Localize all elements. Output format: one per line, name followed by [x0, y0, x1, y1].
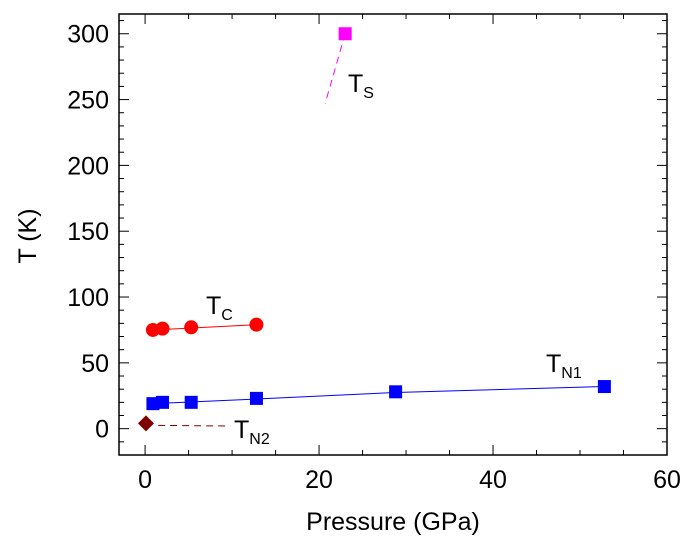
series-line-ts: [324, 33, 346, 104]
marker-ts: [338, 27, 352, 41]
marker-tc: [155, 321, 170, 336]
x-tick-label: 60: [653, 466, 681, 494]
x-tick-label: 20: [305, 466, 333, 494]
x-axis-title: Pressure (GPa): [306, 508, 480, 536]
y-axis-title: T (K): [14, 208, 42, 263]
series-label-tn2: TN2: [234, 416, 270, 448]
series-label-ts: TS: [348, 70, 374, 102]
plot-frame: [118, 13, 668, 456]
y-tick-label: 300: [67, 21, 109, 49]
series-line-tn2: [158, 424, 231, 427]
series-lines: [152, 33, 605, 427]
marker-tn1: [184, 395, 198, 409]
marker-tn1: [597, 380, 611, 394]
marker-tn1: [249, 391, 263, 405]
y-tick-label: 200: [67, 152, 109, 180]
series-line-tn1: [152, 386, 605, 405]
marker-tc: [184, 320, 199, 335]
tick-labels: 0 20 40 60 0 50 100 150 200 250 300: [67, 21, 681, 494]
y-tick-label: 100: [67, 284, 109, 312]
series-markers: [137, 27, 611, 432]
marker-tn1: [155, 395, 169, 409]
y-tick-label: 250: [67, 87, 109, 115]
marker-tn2: [137, 415, 154, 432]
series-labels: TS TC TN1 TN2: [206, 70, 582, 448]
y-tick-label: 0: [95, 416, 109, 444]
x-tick-label: 40: [479, 466, 507, 494]
series-label-tc: TC: [206, 292, 233, 324]
y-tick-label: 150: [67, 218, 109, 246]
marker-tn1: [389, 385, 403, 399]
y-tick-label: 50: [81, 350, 109, 378]
marker-tc: [249, 317, 264, 332]
x-tick-label: 0: [138, 466, 152, 494]
series-label-tn1: TN1: [546, 350, 582, 382]
axis-ticks: [119, 14, 668, 455]
series-line-tc: [152, 324, 257, 331]
